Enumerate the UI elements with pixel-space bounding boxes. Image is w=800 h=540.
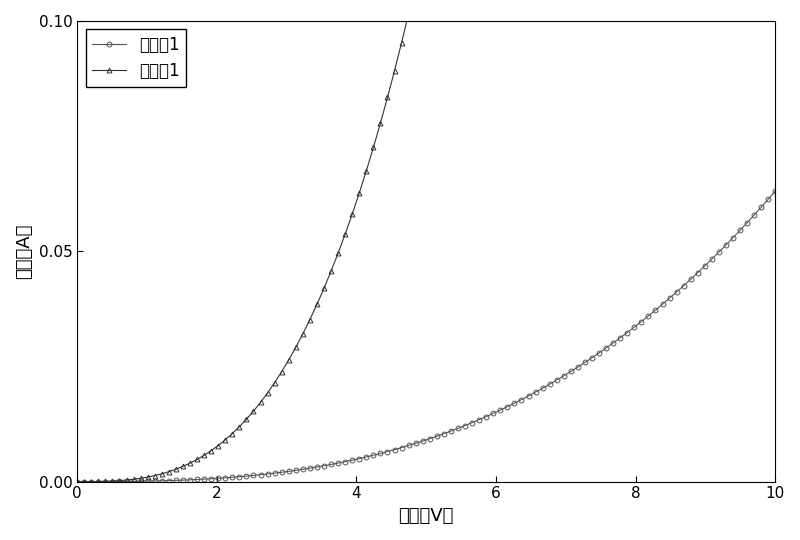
- 对比例1: [234, 474, 244, 480]
- Legend: 对比例1, 实施例1: 对比例1, 实施例1: [86, 29, 186, 87]
- 对比例1: [72, 478, 82, 485]
- 对比例1: [432, 433, 442, 440]
- Line: 对比例1: 对比例1: [74, 188, 778, 484]
- 实施例1: [234, 423, 244, 430]
- 实施例1: [72, 478, 82, 485]
- Y-axis label: 电流（A）: 电流（A）: [15, 224, 33, 279]
- 对比例1: [206, 476, 216, 482]
- 实施例1: [206, 448, 216, 454]
- X-axis label: 电压（V）: 电压（V）: [398, 507, 454, 525]
- Line: 实施例1: 实施例1: [74, 0, 778, 484]
- 对比例1: [735, 227, 745, 233]
- 对比例1: [770, 188, 780, 194]
- 对比例1: [714, 249, 724, 255]
- 对比例1: [489, 410, 498, 416]
